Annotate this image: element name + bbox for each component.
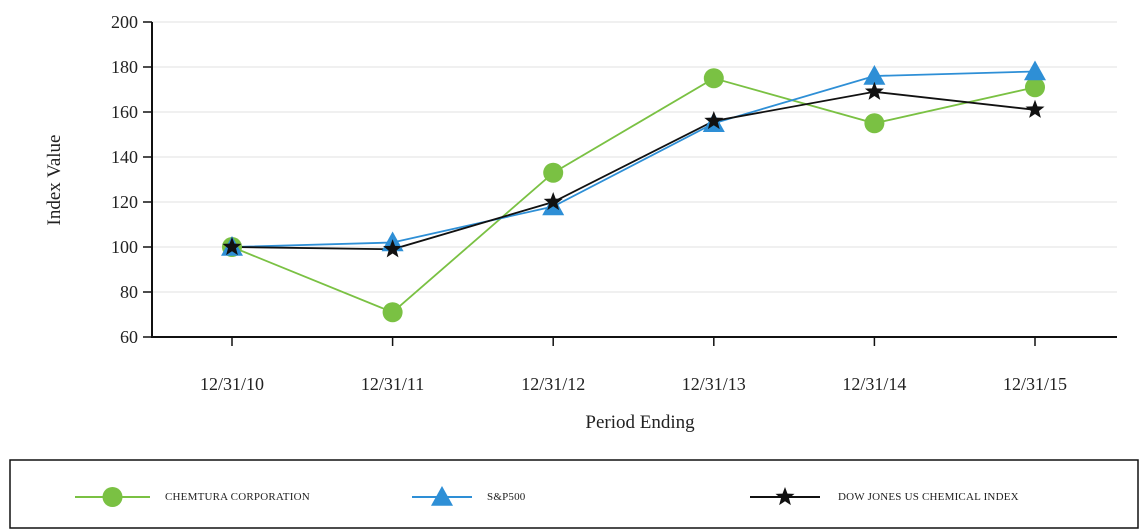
y-tick-label-200: 200 — [111, 12, 138, 32]
legend-item-dow-jones: DOW JONES US CHEMICAL INDEX — [750, 487, 1019, 506]
series-lines — [231, 70, 1036, 314]
point-chemtura-corporation-2 — [543, 162, 564, 183]
point-chemtura-corporation-4 — [864, 113, 885, 134]
y-ticks: 60 80 100 120 140 160 180 200 — [111, 12, 152, 347]
point-chemtura-corporation-3 — [703, 68, 724, 89]
point-dow-jones-us-chemical-index-2 — [543, 192, 563, 211]
x-ticks: 12/31/10 12/31/11 12/31/12 12/31/13 12/31/14… — [200, 337, 1067, 394]
x-tick-label-4: 12/31/14 — [842, 374, 906, 394]
x-tick-label-1: 12/31/11 — [361, 374, 424, 394]
x-axis-title: Period Ending — [585, 412, 695, 433]
legend-box — [9, 459, 1139, 529]
legend: CHEMTURA CORPORATION S&P500 DOW JONES US… — [75, 486, 1019, 507]
x-tick-label-5: 12/31/15 — [1003, 374, 1067, 394]
y-tick-label-100: 100 — [111, 237, 138, 257]
legend-item-chemtura: CHEMTURA CORPORATION — [75, 487, 310, 507]
y-tick-label-140: 140 — [111, 147, 138, 167]
x-tick-label-2: 12/31/12 — [521, 374, 585, 394]
point-chemtura-corporation-1 — [382, 302, 403, 323]
legend-item-sp500: S&P500 — [412, 486, 526, 506]
point-chemtura-corporation-5 — [1025, 77, 1045, 98]
x-tick-label-0: 12/31/10 — [200, 374, 264, 394]
legend-swatch-chemtura — [75, 487, 150, 507]
legend-marker-dow-jones-us-chemical-index — [775, 487, 795, 506]
y-tick-label-180: 180 — [111, 57, 138, 77]
point-dow-jones-us-chemical-index-0 — [222, 237, 242, 256]
point-dow-jones-us-chemical-index-3 — [704, 111, 724, 130]
grid-lines — [152, 21, 1117, 293]
y-axis-title: Index Value — [44, 135, 65, 226]
legend-label-sp500: S&P500 — [487, 491, 526, 503]
series-line-chemtura-corporation — [231, 77, 1036, 314]
series-line-dow-jones-us-chemical-index — [231, 90, 1036, 251]
point-dow-jones-us-chemical-index-5 — [1025, 99, 1045, 118]
y-tick-label-80: 80 — [120, 282, 138, 302]
legend-marker-s-p500 — [431, 486, 453, 506]
point-s-p500-5 — [1024, 60, 1046, 81]
y-tick-label-160: 160 — [111, 102, 138, 122]
series-line-s-p500 — [231, 70, 1036, 248]
axes — [151, 22, 1117, 338]
point-s-p500-4 — [863, 65, 886, 85]
legend-swatch-dow-jones — [750, 487, 820, 506]
series-markers — [221, 60, 1046, 323]
legend-marker-chemtura-corporation — [102, 487, 123, 507]
x-tick-label-3: 12/31/13 — [682, 374, 746, 394]
point-dow-jones-us-chemical-index-1 — [383, 239, 403, 258]
y-tick-label-60: 60 — [120, 327, 138, 347]
legend-label-dow-jones: DOW JONES US CHEMICAL INDEX — [838, 491, 1019, 503]
legend-label-chemtura: CHEMTURA CORPORATION — [165, 491, 310, 503]
y-tick-label-120: 120 — [111, 192, 138, 212]
point-dow-jones-us-chemical-index-4 — [864, 81, 884, 100]
legend-swatch-sp500 — [412, 486, 472, 506]
